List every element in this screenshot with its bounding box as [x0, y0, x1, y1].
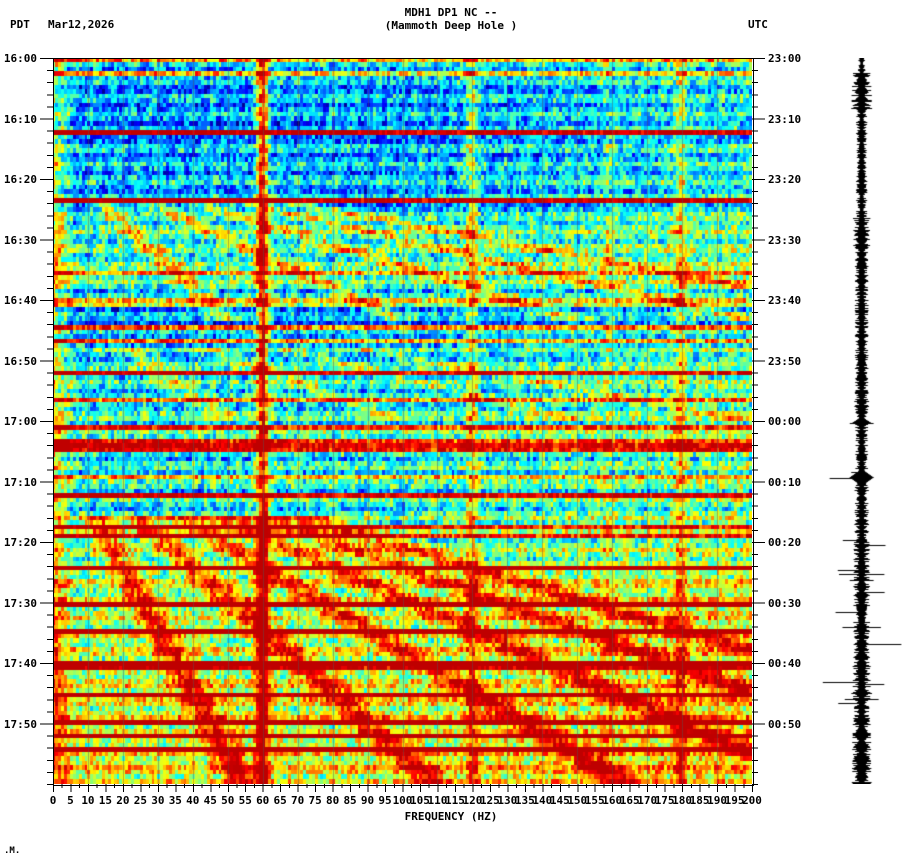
time-tick-left-1620: 16:20 [3, 173, 37, 186]
freq-tick-165: 165 [619, 794, 640, 807]
time-tick-right-2330: 23:30 [768, 233, 802, 247]
freq-tick-85: 85 [343, 794, 357, 807]
freq-tick-50: 50 [221, 794, 235, 807]
time-tick-right-2310: 23:10 [768, 112, 802, 126]
time-tick-left-1600: 16:00 [3, 52, 37, 65]
frequency-axis-title: FREQUENCY (HZ) [404, 810, 498, 823]
freq-tick-35: 35 [168, 794, 182, 807]
freq-tick-75: 75 [308, 794, 322, 807]
freq-tick-180: 180 [672, 794, 693, 807]
freq-tick-150: 150 [567, 794, 588, 807]
timezone-label-right: UTC [748, 18, 768, 31]
freq-tick-10: 10 [81, 794, 95, 807]
freq-tick-195: 195 [724, 794, 745, 807]
freq-tick-5: 5 [67, 794, 74, 807]
time-tick-right-0020: 00:20 [768, 536, 802, 549]
freq-tick-160: 160 [602, 794, 623, 807]
time-tick-right-2300: 23:00 [768, 52, 802, 65]
freq-tick-40: 40 [186, 794, 200, 807]
freq-tick-125: 125 [479, 794, 500, 807]
time-tick-right-0050: 00:50 [768, 717, 802, 731]
freq-tick-15: 15 [98, 794, 113, 807]
freq-tick-65: 65 [273, 794, 287, 807]
freq-tick-135: 135 [514, 794, 535, 807]
corner-mark: .M. [4, 846, 21, 856]
freq-tick-20: 20 [116, 794, 130, 807]
freq-tick-110: 110 [427, 794, 448, 807]
freq-tick-190: 190 [707, 794, 727, 807]
record-date-label: Mar12,2026 [48, 18, 115, 31]
time-tick-left-1720: 17:20 [3, 536, 37, 549]
freq-tick-185: 185 [689, 794, 710, 807]
time-tick-left-1730: 17:30 [3, 596, 37, 610]
freq-tick-90: 90 [360, 794, 375, 807]
time-tick-left-1630: 16:30 [3, 233, 37, 247]
freq-tick-170: 170 [637, 794, 658, 807]
station-subtitle: (Mammoth Deep Hole ) [384, 19, 518, 32]
freq-tick-155: 155 [584, 794, 605, 807]
freq-tick-140: 140 [532, 794, 553, 807]
time-tick-right-0040: 00:40 [768, 657, 802, 670]
freq-tick-70: 70 [291, 794, 305, 807]
time-tick-left-1710: 17:10 [3, 475, 37, 489]
freq-tick-0: 0 [49, 794, 57, 807]
time-tick-left-1700: 17:00 [3, 415, 37, 428]
time-tick-left-1750: 17:50 [3, 717, 37, 731]
spectrogram-plot[interactable] [53, 58, 752, 784]
timezone-label-left: PDT [10, 18, 30, 31]
time-tick-right-2320: 23:20 [768, 173, 802, 186]
freq-tick-115: 115 [444, 794, 465, 807]
freq-tick-25: 25 [133, 794, 147, 807]
freq-tick-95: 95 [378, 794, 392, 807]
time-tick-left-1640: 16:40 [3, 294, 37, 307]
seismogram-trace [818, 58, 902, 784]
freq-tick-120: 120 [462, 794, 483, 807]
freq-tick-60: 60 [256, 794, 270, 807]
freq-tick-105: 105 [410, 794, 430, 807]
spectrogram-image [53, 58, 752, 784]
seismogram-trace-panel[interactable] [818, 58, 902, 784]
freq-tick-145: 145 [549, 794, 570, 807]
time-tick-right-0000: 00:00 [768, 415, 802, 428]
time-tick-left-1740: 17:40 [3, 657, 37, 670]
freq-tick-200: 200 [742, 794, 762, 807]
time-tick-right-2340: 23:40 [768, 294, 802, 307]
freq-tick-100: 100 [392, 794, 413, 807]
time-tick-left-1650: 16:50 [3, 354, 37, 368]
station-title: MDH1 DP1 NC -- [404, 6, 498, 19]
time-tick-right-0030: 00:30 [768, 596, 802, 610]
time-tick-right-0010: 00:10 [768, 475, 802, 489]
freq-tick-80: 80 [325, 794, 340, 807]
time-tick-left-1610: 16:10 [3, 112, 37, 126]
freq-tick-45: 45 [203, 794, 217, 807]
freq-tick-130: 130 [497, 794, 518, 807]
freq-tick-55: 55 [238, 794, 252, 807]
freq-tick-30: 30 [151, 794, 165, 807]
freq-tick-175: 175 [654, 794, 675, 807]
time-tick-right-2350: 23:50 [768, 354, 802, 368]
